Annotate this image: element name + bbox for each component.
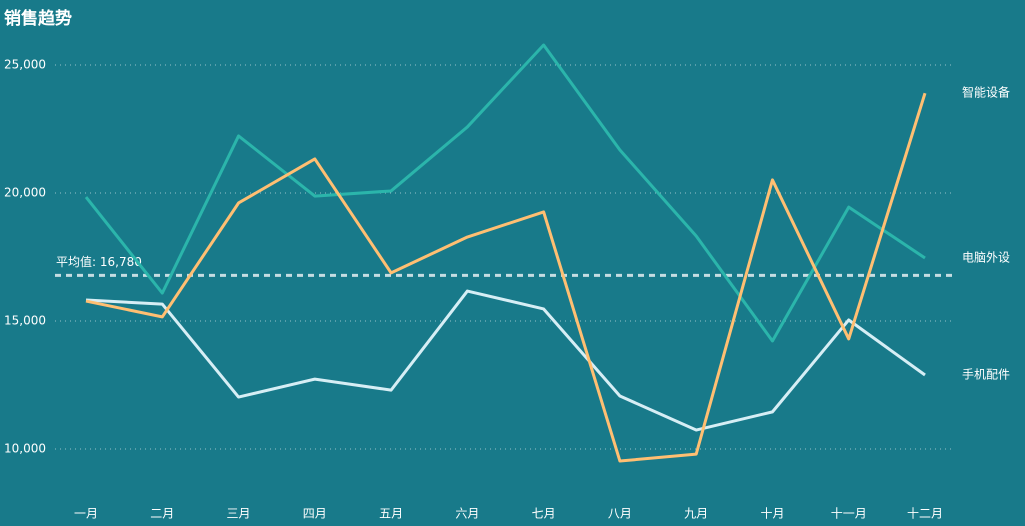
series-line <box>85 92 927 463</box>
x-tick-label: 六月 <box>455 507 479 521</box>
y-tick-label: 10,000 <box>4 442 46 456</box>
x-tick-label: 七月 <box>532 507 556 521</box>
y-tick-label: 20,000 <box>4 186 46 200</box>
series-line <box>84 43 926 343</box>
chart-title: 销售趋势 <box>4 8 72 29</box>
x-tick-label: 十二月 <box>907 507 943 521</box>
legend-label: 电脑外设 <box>962 251 1010 265</box>
y-tick-label: 15,000 <box>4 314 46 328</box>
legend-label: 智能设备 <box>962 85 1010 100</box>
average-label: 平均值: 16,780 <box>56 254 142 269</box>
x-tick-label: 八月 <box>608 507 632 521</box>
series-line <box>85 289 926 432</box>
x-tick-label: 十月 <box>760 507 784 521</box>
y-tick-label: 25,000 <box>4 58 46 72</box>
legend-label: 手机配件 <box>962 368 1010 382</box>
x-tick-label: 三月 <box>227 507 251 521</box>
x-tick-label: 一月 <box>74 507 98 521</box>
x-tick-label: 四月 <box>303 507 327 521</box>
x-tick-label: 五月 <box>379 507 403 521</box>
x-tick-label: 九月 <box>684 507 708 521</box>
x-tick-label: 十一月 <box>831 507 867 521</box>
x-tick-label: 二月 <box>150 507 174 521</box>
